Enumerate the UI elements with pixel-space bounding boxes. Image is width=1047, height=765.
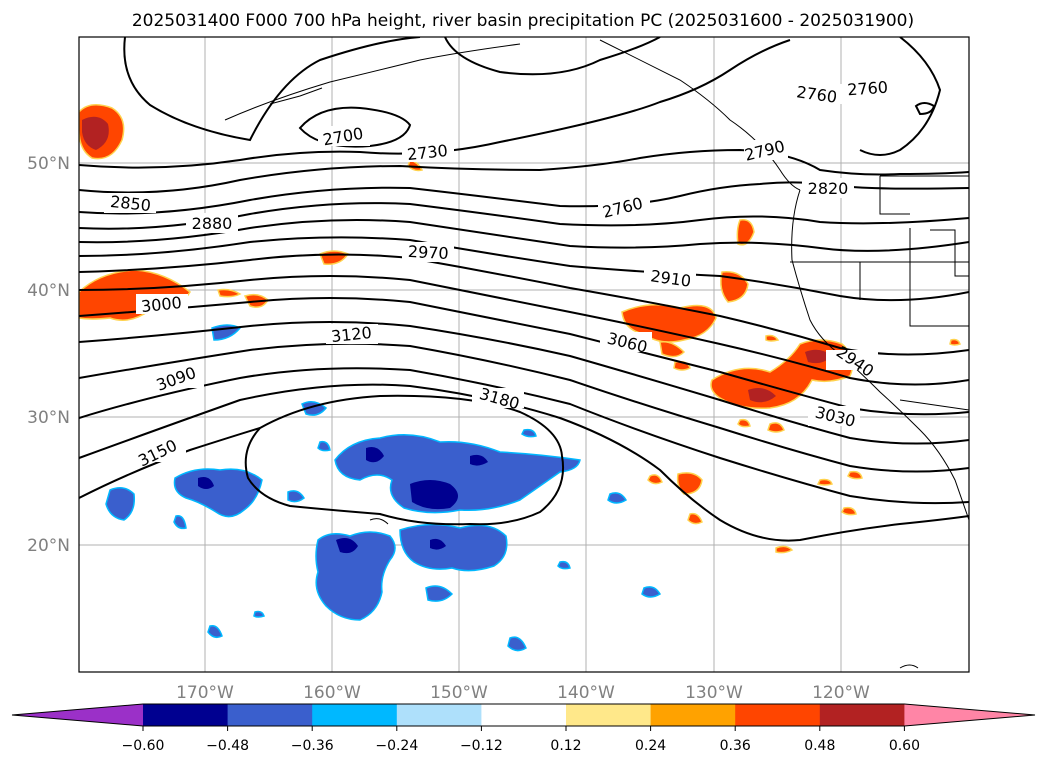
colorbar-tick-label: 0.60 [889,738,920,754]
contour-label: 3000 [140,293,182,316]
lon-label: 140°W [557,683,615,703]
lat-label: 30°N [27,408,70,428]
colorbar-segment [481,704,567,726]
height-contours [79,37,969,542]
contour-label: 2820 [808,179,849,198]
map-panel: 2700 2730 2760 2760 2760 2790 2820 2850 … [78,36,970,673]
contour-label: 2730 [406,141,448,164]
colorbar-segment [735,704,821,726]
colorbar-tick-label: −0.24 [375,738,418,754]
contour-label: 2880 [192,214,233,233]
colorbar-tick-label: 0.48 [804,738,835,754]
colorbar: −0.60 −0.48 −0.36 −0.24 −0.12 0.12 0.24 0.36 0.4… [11,703,1036,754]
lon-label: 150°W [430,683,488,703]
lon-label: 130°W [685,683,743,703]
longitude-labels: 170°W 160°W 150°W 140°W 130°W 120°W [176,683,870,703]
colorbar-extend-high [904,704,1035,726]
colorbar-tick-label: −0.60 [122,738,165,754]
contour-label: 2850 [109,192,151,215]
negative-pc-areas [105,324,662,652]
lat-label: 40°N [27,281,70,301]
contour-label: 2970 [407,242,449,263]
figure-title: 2025031400 F000 700 hPa height, river ba… [132,11,914,31]
contour-label: 3120 [330,323,372,346]
colorbar-tick-label: 0.24 [635,738,666,754]
colorbar-segment [566,704,652,726]
lat-label: 50°N [27,154,70,174]
colorbar-segment [143,704,229,726]
contour-label: 2760 [847,78,889,100]
lat-label: 20°N [27,536,70,556]
lon-label: 170°W [176,683,234,703]
colorbar-segment [312,704,398,726]
colorbar-segment [227,704,313,726]
colorbar-tick-label: 0.12 [550,738,581,754]
latitude-labels: 50°N 40°N 30°N 20°N [27,154,70,556]
colorbar-segment [396,704,482,726]
colorbar-tick-label: −0.48 [206,738,249,754]
contour-labels: 2700 2730 2760 2760 2760 2790 2820 2850 … [104,78,894,471]
lon-label: 120°W [812,683,870,703]
colorbar-extend-low [12,704,143,726]
positive-pc-areas [79,104,961,554]
colorbar-tick-label: 0.36 [720,738,751,754]
map-frame [78,36,970,673]
lon-label: 160°W [303,683,361,703]
colorbar-segment [819,704,905,726]
colorbar-tick-label: −0.12 [460,738,503,754]
colorbar-segment [650,704,736,726]
colorbar-tick-label: −0.36 [291,738,334,754]
